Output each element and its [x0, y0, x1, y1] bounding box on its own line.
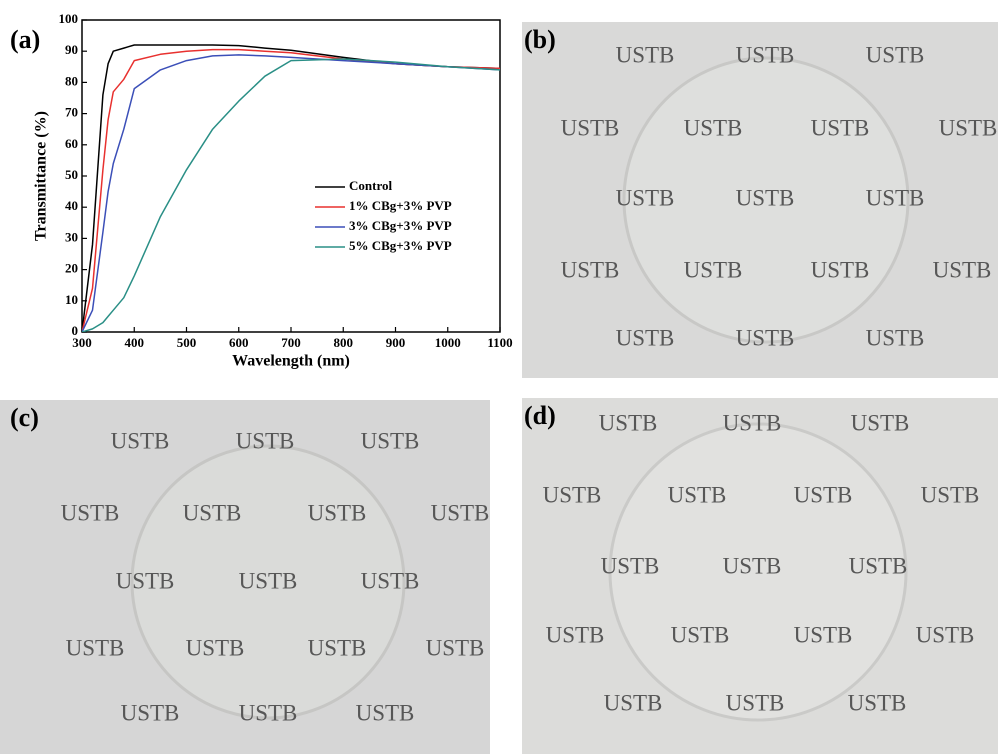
x-tick-label: 600	[229, 335, 249, 350]
y-tick-label: 30	[65, 229, 78, 244]
photo-word: USTB	[601, 553, 660, 578]
photo-word: USTB	[426, 635, 485, 660]
x-tick-label: 1100	[487, 335, 512, 350]
photo-word: USTB	[546, 622, 605, 647]
panel-label: (d)	[524, 401, 556, 430]
photo-word: USTB	[726, 690, 785, 715]
photo-word: USTB	[308, 635, 367, 660]
legend-label: Control	[349, 178, 392, 193]
x-tick-label: 1000	[435, 335, 461, 350]
photo-word: USTB	[736, 325, 795, 350]
photo-word: USTB	[431, 500, 490, 525]
photo-word: USTB	[851, 410, 910, 435]
legend-label: 3% CBg+3% PVP	[349, 218, 452, 233]
photo-word: USTB	[308, 500, 367, 525]
y-tick-label: 20	[65, 261, 78, 276]
series-line	[82, 44, 500, 332]
photo-word: USTB	[794, 622, 853, 647]
photo-word: USTB	[684, 257, 743, 282]
photo-word: USTB	[361, 428, 420, 453]
photo-word: USTB	[616, 42, 675, 67]
photo-word: USTB	[66, 635, 125, 660]
panel-label: (c)	[10, 403, 39, 432]
photo-word: USTB	[866, 185, 925, 210]
series-line	[82, 54, 500, 332]
photo-word: USTB	[356, 700, 415, 725]
series-line	[82, 58, 500, 332]
photo-word: USTB	[186, 635, 245, 660]
y-tick-label: 70	[65, 105, 78, 120]
photo-word: USTB	[723, 410, 782, 435]
x-axis-title: Wavelength (nm)	[232, 353, 350, 370]
y-tick-label: 10	[65, 292, 78, 307]
photo-word: USTB	[668, 482, 727, 507]
y-tick-label: 90	[65, 42, 78, 57]
photo-word: USTB	[866, 325, 925, 350]
x-tick-label: 300	[72, 335, 92, 350]
photo-word: USTB	[61, 500, 120, 525]
photo-word: USTB	[866, 42, 925, 67]
y-tick-label: 50	[65, 167, 78, 182]
photo-word: USTB	[671, 622, 730, 647]
x-tick-label: 700	[281, 335, 301, 350]
photo-word: USTB	[616, 325, 675, 350]
photo-word: USTB	[849, 553, 908, 578]
photo-word: USTB	[236, 428, 295, 453]
photo-word: USTB	[736, 185, 795, 210]
photo-word: USTB	[848, 690, 907, 715]
photo-word: USTB	[811, 257, 870, 282]
photo-word: USTB	[239, 568, 298, 593]
panel-label: (b)	[524, 25, 556, 54]
photo-words: USTB USTB USTB USTB USTB USTB USTB USTB USTB USTB…	[561, 42, 998, 350]
film-disc	[622, 56, 910, 344]
photo-word: USTB	[933, 257, 992, 282]
photo-word: USTB	[921, 482, 980, 507]
photo-word: USTB	[616, 185, 675, 210]
x-tick-label: 900	[386, 335, 406, 350]
photo-word: USTB	[561, 115, 620, 140]
photo-words: USTB USTB USTB USTB USTB USTB USTB USTB USTB USTB…	[61, 428, 490, 725]
legend-label: 1% CBg+3% PVP	[349, 198, 452, 213]
photo-word: USTB	[684, 115, 743, 140]
photo-word: USTB	[543, 482, 602, 507]
y-axis-title: Transmittance (%)	[33, 111, 50, 241]
photo-word: USTB	[116, 568, 175, 593]
photo-word: USTB	[723, 553, 782, 578]
legend-label: 5% CBg+3% PVP	[349, 238, 452, 253]
photo-word: USTB	[183, 500, 242, 525]
photo-word: USTB	[599, 410, 658, 435]
x-tick-label: 400	[125, 335, 145, 350]
photo-word: USTB	[239, 700, 298, 725]
photo-word: USTB	[604, 690, 663, 715]
photo-word: USTB	[939, 115, 998, 140]
film-disc	[608, 422, 908, 722]
y-tick-label: 40	[65, 198, 78, 213]
film-disc	[130, 444, 406, 720]
photo-word: USTB	[361, 568, 420, 593]
photo-word: USTB	[121, 700, 180, 725]
y-tick-label: 100	[59, 11, 79, 26]
y-tick-label: 0	[72, 323, 79, 338]
y-tick-label: 60	[65, 136, 78, 151]
y-tick-label: 80	[65, 73, 78, 88]
photo-word: USTB	[916, 622, 975, 647]
photo-word: USTB	[794, 482, 853, 507]
x-tick-label: 500	[177, 335, 197, 350]
panel-label: (a)	[10, 25, 40, 54]
photo-word: USTB	[736, 42, 795, 67]
photo-word: USTB	[811, 115, 870, 140]
x-tick-label: 800	[334, 335, 354, 350]
photo-word: USTB	[561, 257, 620, 282]
photo-words: USTB USTB USTB USTB USTB USTB USTB USTB USTB USTB…	[543, 410, 980, 715]
series-line	[82, 48, 500, 332]
photo-word: USTB	[111, 428, 170, 453]
